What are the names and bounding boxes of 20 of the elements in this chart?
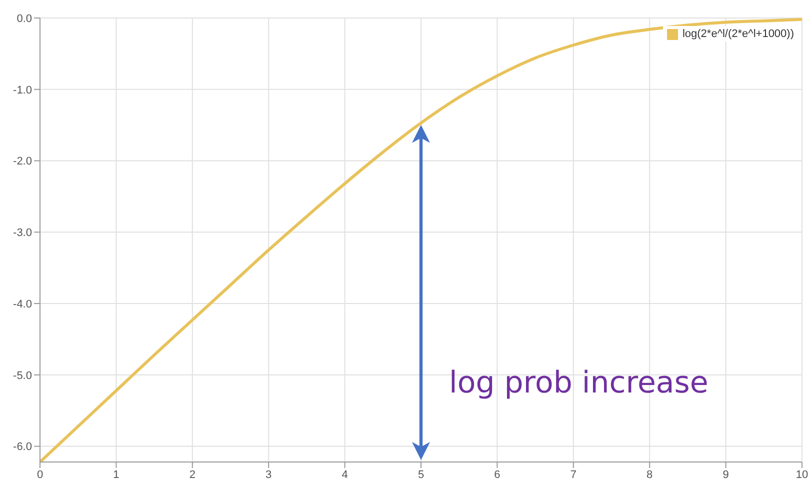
y-tick-label: -6.0 [13, 441, 32, 454]
legend-label: log(2*e^l/(2*e^l+1000)) [682, 28, 794, 40]
x-tick-label: 3 [266, 468, 272, 481]
y-tick-label: 0.0 [16, 12, 32, 25]
x-tick-label: 6 [494, 468, 500, 481]
x-tick-label: 1 [113, 468, 120, 481]
y-tick-label: -2.0 [13, 156, 32, 168]
x-tick-label: 0 [36, 468, 44, 481]
x-tick-label: 5 [418, 468, 424, 481]
y-tick-label: -5.0 [13, 370, 32, 382]
annotation: log prob increase [449, 365, 708, 400]
x-tick-label: 7 [570, 468, 576, 481]
x-tick-label: 8 [646, 468, 653, 481]
y-tick-label: -3.0 [13, 227, 32, 240]
x-tick-label: 9 [722, 468, 729, 481]
y-tick-label: -1.0 [13, 84, 32, 96]
x-tick-label: 10 [796, 468, 808, 481]
x-tick-label: 2 [189, 468, 196, 481]
y-tick-label: -4.0 [13, 298, 32, 310]
x-tick-label: 4 [342, 468, 348, 481]
